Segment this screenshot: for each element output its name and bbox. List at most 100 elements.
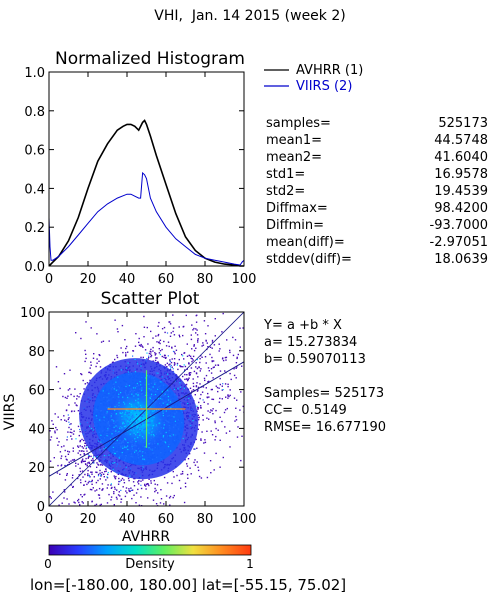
scatter-point	[161, 391, 163, 394]
scatter-point	[126, 345, 128, 348]
scatter-point	[133, 424, 135, 426]
scatter-point	[193, 349, 196, 352]
scatter-point	[68, 426, 70, 429]
scatter-point	[172, 496, 174, 499]
scatter-point	[166, 332, 169, 334]
scatter-point	[125, 466, 127, 469]
scatter-point	[149, 414, 152, 416]
scatter-point	[221, 420, 223, 423]
scatter-point	[143, 336, 145, 338]
scatter-point	[58, 441, 60, 443]
scatter-point	[181, 422, 183, 424]
scatter-point	[147, 409, 149, 411]
scatter-point	[173, 388, 175, 390]
scatter-point	[108, 493, 110, 496]
scatter-point	[124, 403, 126, 405]
scatter-point	[225, 432, 228, 434]
scatter-point	[171, 406, 173, 408]
scatter-point	[86, 450, 88, 452]
scatter-point	[148, 478, 150, 480]
scatter-point	[177, 387, 179, 389]
scatter-point	[127, 445, 129, 447]
scatter-point	[105, 468, 107, 470]
scatter-point	[139, 415, 141, 417]
scatter-point	[169, 495, 172, 498]
scatter-point	[88, 455, 90, 458]
scatter-x-tick-label: 0	[45, 512, 53, 527]
scatter-point	[150, 434, 152, 436]
scatter-point	[141, 393, 143, 395]
scatter-point	[86, 483, 88, 486]
scatter-point	[167, 399, 170, 401]
scatter-point	[159, 353, 161, 356]
scatter-point	[167, 403, 169, 405]
scatter-point	[125, 355, 127, 357]
scatter-point	[152, 386, 154, 388]
scatter-point	[182, 355, 184, 357]
scatter-point	[103, 448, 105, 450]
scatter-point	[135, 445, 137, 447]
scatter-point	[184, 365, 187, 368]
scatter-point	[150, 427, 152, 429]
scatter-point	[137, 439, 140, 441]
scatter-point	[169, 504, 171, 506]
scatter-point	[193, 448, 195, 450]
scatter-point	[107, 429, 109, 431]
scatter-point	[189, 415, 191, 417]
scatter-point	[182, 334, 184, 337]
scatter-point	[161, 390, 163, 392]
scatter-point	[77, 425, 80, 428]
scatter-point	[156, 357, 158, 359]
scatter-point	[79, 439, 82, 442]
scatter-point	[127, 442, 129, 444]
scatter-point	[160, 427, 162, 429]
scatter-point	[165, 391, 167, 393]
scatter-point	[105, 455, 108, 457]
scatter-point	[100, 402, 102, 404]
scatter-point	[71, 410, 73, 412]
scatter-point	[206, 417, 208, 419]
scatter-point	[112, 418, 114, 421]
scatter-point	[141, 451, 143, 453]
scatter-point	[150, 480, 152, 482]
legend-label-viirs: VIIRS (2)	[296, 79, 352, 94]
scatter-point	[150, 330, 152, 333]
scatter-point	[141, 368, 143, 370]
scatter-point	[202, 399, 204, 401]
scatter-point	[101, 489, 104, 491]
scatter-point	[186, 463, 188, 465]
scatter-point	[138, 457, 140, 459]
scatter-point	[75, 332, 77, 334]
scatter-point	[140, 480, 142, 482]
scatter-point	[124, 439, 126, 441]
scatter-point	[228, 395, 230, 398]
scatter-point	[133, 485, 136, 487]
scatter-point	[96, 456, 98, 458]
scatter-point	[123, 421, 126, 423]
scatter-point	[181, 411, 183, 413]
scatter-point	[133, 416, 135, 418]
stat-label: Diffmax=	[266, 201, 328, 216]
scatter-point	[199, 370, 201, 372]
scatter-point	[135, 413, 138, 416]
scatter-point	[222, 456, 224, 459]
scatter-point	[119, 439, 121, 441]
scatter-point	[119, 436, 121, 438]
scatter-point	[122, 441, 124, 443]
scatter-point	[237, 353, 239, 356]
scatter-point	[52, 491, 54, 493]
scatter-point	[236, 399, 238, 401]
scatter-point	[146, 392, 148, 394]
scatter-point	[137, 392, 139, 394]
scatter-point	[151, 431, 153, 433]
scatter-point	[197, 386, 200, 389]
scatter-point	[197, 414, 199, 416]
scatter-point	[137, 488, 139, 491]
scatter-point	[204, 379, 206, 382]
scatter-point	[144, 485, 147, 487]
scatter-point	[198, 366, 200, 368]
scatter-point	[119, 410, 121, 412]
scatter-point	[193, 461, 195, 464]
scatter-point	[163, 427, 165, 429]
